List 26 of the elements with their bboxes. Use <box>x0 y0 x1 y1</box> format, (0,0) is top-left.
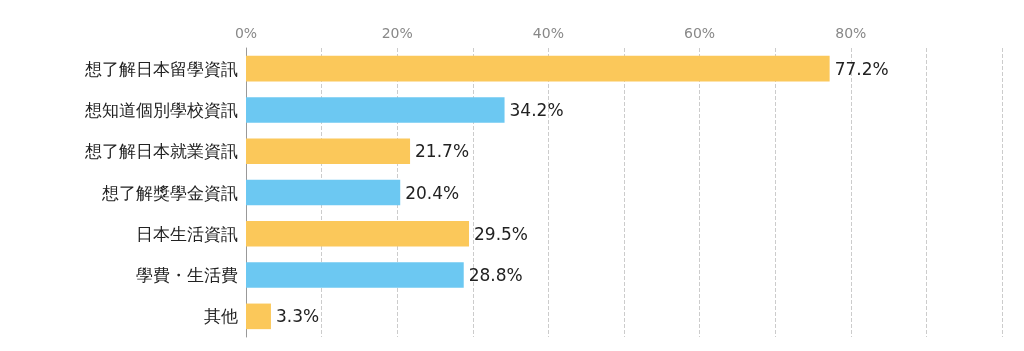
y-tick-label: 想了解獎學金資訊 <box>101 182 238 203</box>
bar <box>246 55 830 82</box>
y-tick-label: 其他 <box>204 306 238 327</box>
y-tick-label: 想了解日本就業資訊 <box>84 141 238 162</box>
data-label: 28.8% <box>468 265 523 286</box>
bar <box>246 97 505 123</box>
bar <box>246 262 464 288</box>
x-tick-label: 0% <box>234 25 258 41</box>
y-tick-label: 想知道個別學校資訊 <box>84 99 238 120</box>
x-tick-label: 20% <box>381 25 413 41</box>
data-label: 20.4% <box>405 182 460 203</box>
data-label: 29.5% <box>474 223 529 244</box>
x-tick-label: 80% <box>835 25 867 41</box>
data-label: 34.2% <box>509 99 564 120</box>
y-tick-label: 學費・生活費 <box>136 265 238 286</box>
bar <box>246 303 271 330</box>
x-tick-label: 40% <box>532 25 564 41</box>
x-tick-label: 60% <box>684 25 716 41</box>
y-tick-label: 日本生活資訊 <box>136 223 238 244</box>
bar <box>246 220 470 247</box>
data-label: 3.3% <box>275 306 320 327</box>
bar <box>246 179 401 206</box>
y-tick-label: 想了解日本留學資訊 <box>84 58 238 79</box>
bar <box>246 138 411 165</box>
data-label: 77.2% <box>834 58 889 79</box>
data-label: 21.7% <box>415 141 470 162</box>
